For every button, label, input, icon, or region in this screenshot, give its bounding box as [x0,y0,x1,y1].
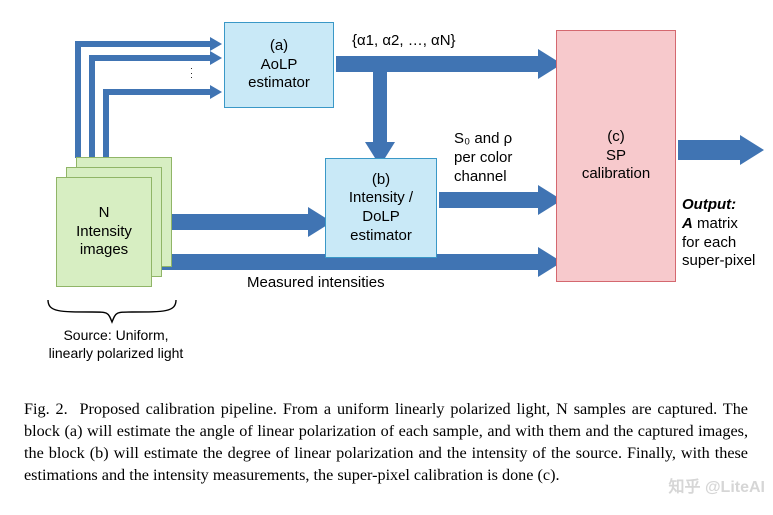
box-a-line1: (a) [270,37,288,56]
box-a-aolp-estimator: (a) AoLP estimator [224,22,334,108]
alpha-set-label: {α1, α2, …, αN} [352,32,456,51]
s0rho-line2: per color [454,149,512,166]
box-b-line4: estimator [350,227,412,246]
box-c-sp-calibration: (c) SP calibration [556,30,676,282]
box-a-line2: AoLP [261,56,298,75]
box-b-line1: (b) [372,171,390,190]
source-text: Source: Uniform, linearly polarized ligh… [36,326,196,362]
output-line3: for each [682,234,736,251]
ellipsis-dots: ··· [190,66,193,80]
output-label: Output: A matrix for each super-pixel [682,196,772,271]
output-matrix: matrix [693,215,738,232]
box-c-line1: (c) [607,128,625,147]
output-a: A [682,215,693,232]
box-b-line3: DoLP [362,208,400,227]
box-c-line2: SP [606,147,626,166]
box-b-line2: Intensity / [349,189,413,208]
s0rho-line3: channel [454,168,507,185]
figure-number: Fig. 2. [24,400,68,418]
s0rho-label: S₀ and ρ per color channel [454,130,512,186]
measured-intensities-label: Measured intensities [247,274,385,293]
arrow-images-to-a-2 [92,58,212,168]
output-line4: super-pixel [682,252,755,269]
image-card-front: N Intensity images [56,177,152,287]
images-label-line2: Intensity [76,223,132,242]
brace-icon [48,300,176,322]
box-b-intensity-dolp-estimator: (b) Intensity / DoLP estimator [325,158,437,258]
s0rho-line1: S₀ and ρ [454,130,512,147]
arrow-images-to-a-1 [78,44,212,158]
box-c-line3: calibration [582,165,650,184]
box-a-line3: estimator [248,74,310,93]
images-label-line3: images [80,241,128,260]
source-line2: linearly polarized light [49,345,184,361]
pipeline-diagram: ··· N Intensity images (a) AoLP estimato… [0,0,773,390]
output-title: Output: [682,196,736,213]
source-line1: Source: Uniform, [63,327,168,343]
figure-caption: Fig. 2. Proposed calibration pipeline. F… [24,398,748,486]
images-label-line1: N [99,204,110,223]
caption-text: Proposed calibration pipeline. From a un… [24,400,748,484]
watermark: 知乎 @LiteAI [669,473,766,497]
